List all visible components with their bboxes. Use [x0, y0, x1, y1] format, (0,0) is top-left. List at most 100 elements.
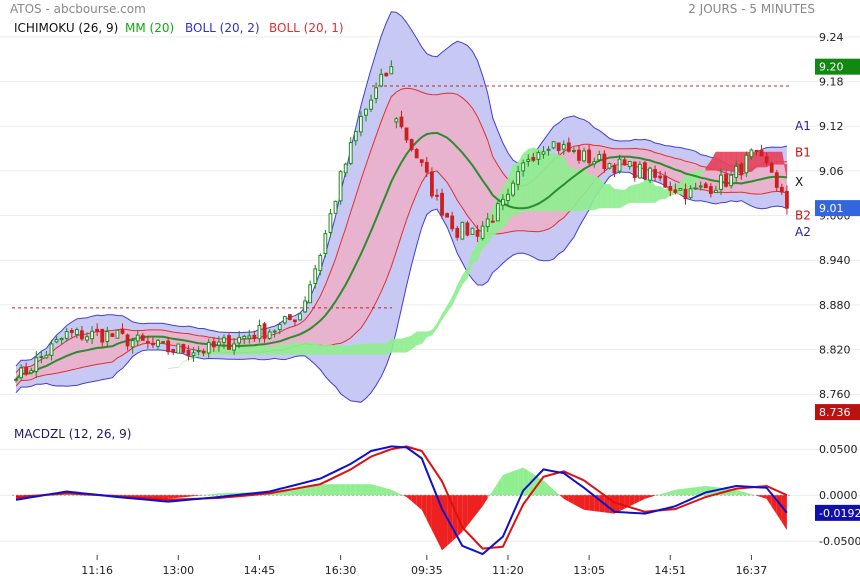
cloud-segment	[375, 343, 382, 355]
reference-lines	[12, 85, 790, 309]
cloud-segment	[776, 151, 783, 165]
cloud-segment	[715, 151, 722, 171]
candle-body	[455, 227, 460, 238]
macd-legend: MACDZL (12, 26, 9)	[14, 427, 132, 441]
candle-body	[708, 186, 713, 194]
candle-body	[252, 334, 257, 339]
legend-boll2: BOLL (20, 1)	[269, 21, 344, 35]
histogram-segment	[158, 495, 164, 499]
candle-body	[724, 173, 728, 187]
macd-lines	[15, 445, 788, 556]
candle-body	[546, 148, 551, 151]
histogram-segment	[553, 489, 559, 496]
histogram-segment	[431, 495, 437, 541]
candle-body	[572, 149, 576, 152]
price-tick-label: 9.24	[819, 31, 844, 44]
histogram-segment	[675, 489, 681, 496]
candle-body	[663, 175, 668, 188]
histogram-segment	[391, 489, 397, 496]
histogram-segment	[163, 495, 169, 499]
candle-body	[211, 341, 216, 348]
cloud-segment	[639, 180, 646, 203]
cloud-segment	[284, 343, 291, 355]
candle-body	[151, 343, 155, 346]
candle-body	[698, 185, 703, 188]
histogram-segment	[442, 495, 448, 551]
cloud-segment	[725, 151, 732, 172]
cloud-segment	[183, 359, 189, 362]
candle-body	[338, 171, 343, 202]
histogram-segment	[756, 495, 762, 498]
candle-body	[237, 336, 242, 344]
candle-body	[39, 355, 44, 358]
candle-body	[526, 159, 531, 162]
cloud-segment	[578, 169, 585, 212]
candle-body	[287, 314, 292, 321]
candle-body	[69, 329, 74, 333]
cloud-segment	[269, 345, 275, 355]
candle-body	[115, 329, 120, 339]
ichimoku-label: A2	[795, 225, 811, 239]
legend-ichimoku: ICHIMOKU (26, 9)	[14, 21, 118, 35]
histogram-segment	[305, 485, 311, 496]
cloud-segment	[304, 342, 311, 355]
candle-body	[404, 127, 409, 141]
candle-body	[632, 161, 637, 178]
candle-body	[566, 142, 571, 152]
cloud-segment	[710, 151, 717, 171]
cloud-segment	[289, 341, 296, 355]
macd-current-tag: -0.0192	[819, 507, 860, 520]
macd-line	[15, 445, 788, 556]
histogram-segment	[487, 490, 493, 499]
cloud-segment	[355, 344, 362, 355]
candle-body	[749, 149, 754, 158]
candle-body	[511, 182, 515, 196]
candle-body	[59, 337, 64, 341]
histogram-segment	[178, 495, 184, 498]
histogram-segment	[650, 495, 656, 498]
candle-body	[135, 334, 140, 342]
candle-body	[460, 221, 465, 240]
cloud-segment	[360, 343, 367, 355]
histogram-segment	[776, 495, 782, 523]
cloud-segment	[462, 267, 468, 286]
ichimoku-label: A1	[795, 119, 811, 133]
chart-period: 2 JOURS - 5 MINUTES	[688, 2, 815, 16]
candle-body	[683, 188, 688, 200]
candle-body	[298, 313, 302, 321]
candle-body	[480, 225, 485, 239]
time-tick-label: 11:20	[492, 564, 524, 577]
candle-body	[110, 333, 115, 337]
bollinger-2-lower	[15, 171, 788, 403]
cloud-segment	[457, 275, 463, 295]
histogram-segment	[685, 487, 691, 496]
histogram-segment	[396, 492, 402, 496]
cloud-segment	[274, 344, 280, 355]
candle-body	[272, 330, 277, 333]
cloud-segment	[604, 183, 610, 209]
candle-body	[34, 357, 39, 373]
histogram-segment	[761, 495, 767, 499]
candle-body	[643, 162, 647, 179]
cloud-segment	[411, 331, 417, 350]
candle-body	[399, 116, 404, 128]
candle-body	[176, 343, 181, 354]
cloud-segment	[659, 185, 666, 200]
histogram-segment	[513, 469, 519, 496]
ichimoku-labels: A1 B1 X B2 A2	[795, 119, 811, 239]
candle-body	[74, 328, 79, 336]
histogram-segment	[188, 495, 194, 497]
candle-body	[49, 343, 54, 356]
candle-body	[516, 171, 521, 185]
candle-body	[490, 220, 495, 223]
price-tick-label: 8.880	[819, 299, 851, 312]
candle-body	[678, 187, 683, 191]
macd-tick-label: 0.0000	[819, 489, 858, 502]
candle-body	[622, 159, 627, 166]
price-tags: 9.20 9.01 8.736	[815, 58, 860, 421]
candle-body	[769, 163, 774, 173]
candle-body	[435, 194, 439, 197]
cloud-segment	[522, 148, 529, 212]
cloud-segment	[431, 323, 438, 336]
